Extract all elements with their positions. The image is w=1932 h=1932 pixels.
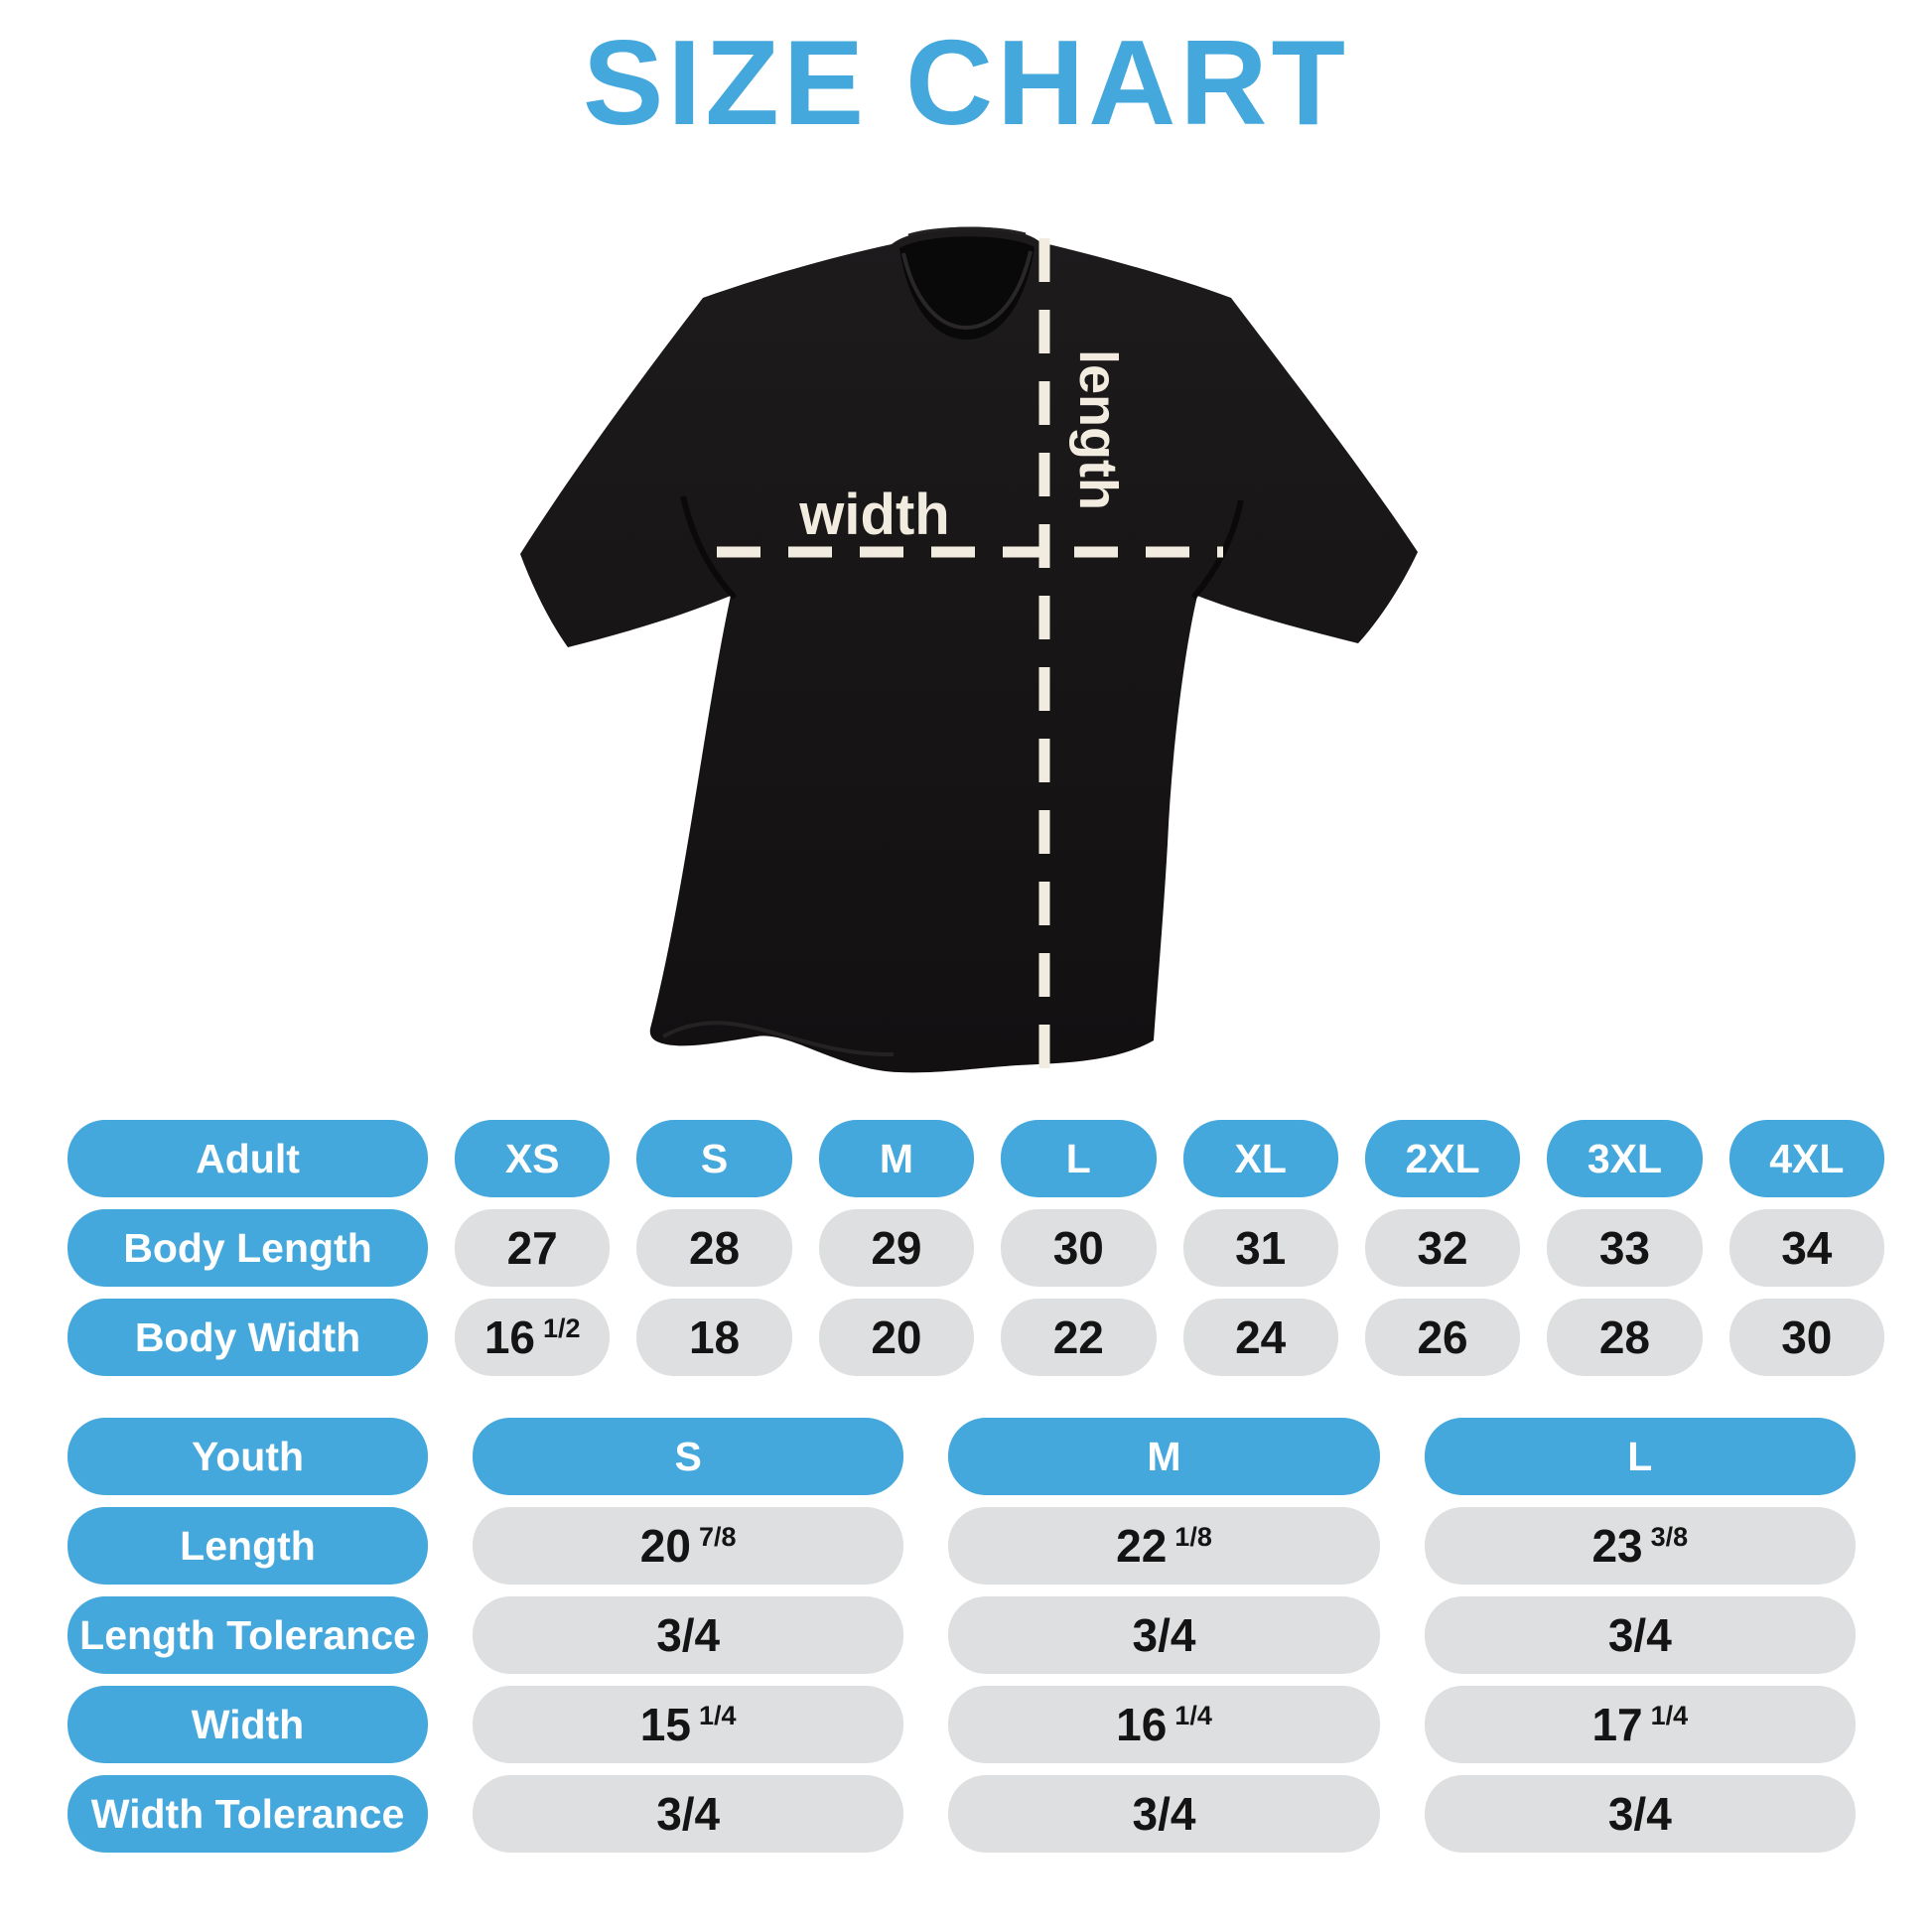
value-main: 15	[639, 1699, 691, 1750]
value-pill: 24	[1182, 1299, 1338, 1376]
right-underarm-crease	[1190, 499, 1244, 600]
value-main: 22	[1052, 1311, 1104, 1363]
youth-size-table: Youth S M L Length 20 7/8 22 1/8 23 3/8 Len…	[68, 1418, 1856, 1853]
value-pill: 28	[1547, 1299, 1703, 1376]
value-main: 3/4	[656, 1609, 721, 1661]
value-pill: 28	[636, 1209, 792, 1287]
value-pill: 34	[1728, 1209, 1884, 1287]
value-main: 23	[1591, 1520, 1643, 1572]
value-pill: 16 1/4	[948, 1686, 1380, 1763]
value-frac: 1/2	[543, 1312, 581, 1343]
value-main: 28	[1598, 1311, 1651, 1363]
value-main: 16	[1116, 1699, 1168, 1750]
value-main: 30	[1781, 1311, 1833, 1363]
size-header-pill: S	[636, 1120, 792, 1197]
value-main: 18	[688, 1311, 741, 1363]
value-main: 16	[483, 1311, 535, 1363]
value-frac: 1/4	[1650, 1700, 1689, 1730]
adult-size-table: Adult XS S M L XL 2XL 3XL 4XL Body Lengt…	[68, 1120, 1884, 1376]
value-pill: 23 3/8	[1424, 1507, 1856, 1585]
size-header-pill: M	[948, 1418, 1380, 1495]
width-label: width	[798, 483, 949, 547]
value-pill: 29	[818, 1209, 975, 1287]
value-pill: 18	[636, 1299, 792, 1376]
value-pill: 16 1/2	[455, 1299, 611, 1376]
length-label: length	[1068, 349, 1128, 510]
size-header-pill: 2XL	[1364, 1120, 1521, 1197]
row-label-pill: Length	[68, 1507, 428, 1585]
row-label-pill: Width Tolerance	[68, 1775, 428, 1853]
value-main: 22	[1116, 1520, 1168, 1572]
value-pill: 3/4	[473, 1596, 904, 1674]
value-main: 3/4	[1607, 1609, 1672, 1661]
tshirt-diagram: width length	[520, 226, 1418, 1073]
value-pill: 3/4	[1424, 1596, 1856, 1674]
size-header-pill: S	[473, 1418, 904, 1495]
row-label-pill: Length Tolerance	[68, 1596, 428, 1674]
size-tables: Adult XS S M L XL 2XL 3XL 4XL Body Lengt…	[68, 1120, 1884, 1853]
value-pill: 30	[1728, 1299, 1884, 1376]
value-main: 3/4	[1607, 1788, 1672, 1840]
row-label-pill: Body Width	[68, 1299, 428, 1376]
value-pill: 27	[455, 1209, 611, 1287]
value-main: 31	[1235, 1222, 1287, 1274]
value-main: 34	[1781, 1222, 1833, 1274]
value-main: 26	[1417, 1311, 1468, 1363]
value-main: 20	[639, 1520, 691, 1572]
value-main: 17	[1591, 1699, 1643, 1750]
value-main: 20	[871, 1311, 922, 1363]
value-pill: 30	[1001, 1209, 1157, 1287]
size-header-pill: L	[1424, 1418, 1856, 1495]
value-main: 3/4	[656, 1788, 721, 1840]
adult-corner-pill: Adult	[68, 1120, 428, 1197]
value-main: 27	[506, 1222, 558, 1274]
value-pill: 33	[1547, 1209, 1703, 1287]
value-pill: 32	[1364, 1209, 1521, 1287]
size-header-pill: 4XL	[1728, 1120, 1884, 1197]
value-frac: 1/4	[698, 1700, 737, 1730]
value-pill: 17 1/4	[1424, 1686, 1856, 1763]
value-frac: 1/8	[1174, 1521, 1212, 1552]
value-main: 30	[1052, 1222, 1104, 1274]
value-pill: 22	[1001, 1299, 1157, 1376]
tshirt-graphic	[520, 226, 1418, 1073]
value-main: 3/4	[1132, 1788, 1196, 1840]
size-header-pill: XL	[1182, 1120, 1338, 1197]
value-frac: 3/8	[1650, 1521, 1689, 1552]
size-header-pill: M	[818, 1120, 975, 1197]
value-pill: 26	[1364, 1299, 1521, 1376]
collar-seam	[907, 226, 1027, 237]
value-main: 33	[1598, 1222, 1651, 1274]
size-header-pill: XS	[455, 1120, 611, 1197]
value-main: 32	[1417, 1222, 1468, 1274]
value-frac: 7/8	[698, 1521, 737, 1552]
value-main: 3/4	[1132, 1609, 1196, 1661]
value-pill: 3/4	[473, 1775, 904, 1853]
size-header-pill: 3XL	[1547, 1120, 1703, 1197]
value-pill: 15 1/4	[473, 1686, 904, 1763]
value-pill: 3/4	[948, 1775, 1380, 1853]
left-underarm-crease	[680, 495, 738, 601]
value-main: 28	[688, 1222, 741, 1274]
value-main: 29	[871, 1222, 922, 1274]
value-pill: 20	[818, 1299, 975, 1376]
value-main: 24	[1235, 1311, 1287, 1363]
row-label-pill: Width	[68, 1686, 428, 1763]
value-pill: 20 7/8	[473, 1507, 904, 1585]
value-pill: 3/4	[948, 1596, 1380, 1674]
size-header-pill: L	[1001, 1120, 1157, 1197]
value-pill: 22 1/8	[948, 1507, 1380, 1585]
youth-corner-pill: Youth	[68, 1418, 428, 1495]
collar-band	[901, 250, 1033, 331]
row-label-pill: Body Length	[68, 1209, 428, 1287]
page-title: SIZE CHART	[583, 15, 1349, 150]
value-pill: 3/4	[1424, 1775, 1856, 1853]
value-frac: 1/4	[1174, 1700, 1212, 1730]
tshirt-body	[520, 226, 1418, 1073]
value-pill: 31	[1182, 1209, 1338, 1287]
hem-fold	[662, 1021, 895, 1057]
